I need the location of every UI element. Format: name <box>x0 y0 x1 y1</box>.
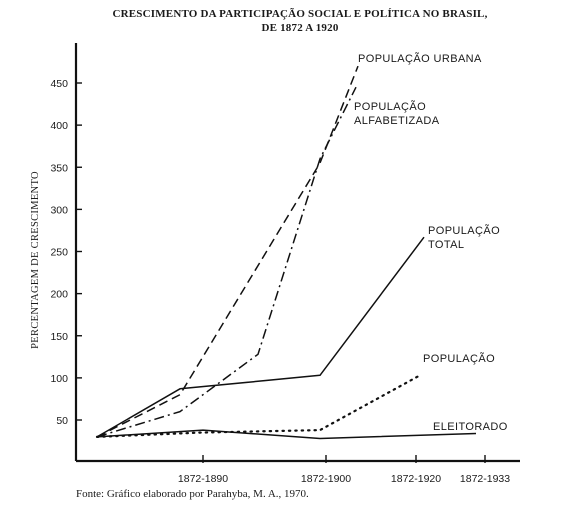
series-label-4-line-1: POPULAÇÃO <box>423 352 495 365</box>
series-label-2-line-1: POPULAÇÃO <box>354 100 426 113</box>
axes <box>74 43 520 463</box>
y-tick-label-400: 400 <box>50 120 68 132</box>
x-tick-label-1: 1872-1890 <box>178 473 228 485</box>
chart-title: CRESCIMENTO DA PARTICIPAÇÃO SOCIAL E POL… <box>112 8 487 20</box>
source-note: Fonte: Gráfico elaborado por Parahyba, M… <box>76 488 309 500</box>
series-line-4 <box>95 374 422 438</box>
x-tick-label-3: 1872-1920 <box>391 473 441 485</box>
chart-subtitle: DE 1872 A 1920 <box>261 22 338 34</box>
y-tick-label-450: 450 <box>50 78 68 90</box>
y-tick-label-150: 150 <box>50 331 68 343</box>
x-tick-label-2: 1872-1900 <box>301 473 351 485</box>
y-tick-label-100: 100 <box>50 373 68 385</box>
series-line-3 <box>96 236 425 438</box>
y-tick-label-50: 50 <box>56 415 68 427</box>
series-labels: POPULAÇÃO URBANA POPULAÇÃO ALFABETIZADA POP… <box>354 52 508 433</box>
y-tick-label-300: 300 <box>50 204 68 216</box>
series-line-2 <box>96 86 357 438</box>
y-tick-label-200: 200 <box>50 289 68 301</box>
series-label-1-line-1: POPULAÇÃO URBANA <box>358 52 482 65</box>
y-axis-title: PERCENTAGEM DE CRESCIMENTO <box>30 171 41 349</box>
series-label-3-line-2: TOTAL <box>428 239 464 251</box>
series-label-2-line-2: ALFABETIZADA <box>354 115 440 127</box>
series-lines <box>95 65 477 440</box>
x-tick-label-4: 1872-1933 <box>460 473 510 485</box>
series-label-3-line-1: POPULAÇÃO <box>428 224 500 237</box>
series-line-1 <box>96 65 359 438</box>
y-tick-label-350: 350 <box>50 162 68 174</box>
y-tick-label-250: 250 <box>50 247 68 259</box>
series-label-5-line-1: ELEITORADO <box>433 421 508 433</box>
series-line-5 <box>96 429 477 440</box>
tick-labels: 50 100 150 200 250 300 350 400 450 1872-1890 1872-… <box>50 78 510 485</box>
